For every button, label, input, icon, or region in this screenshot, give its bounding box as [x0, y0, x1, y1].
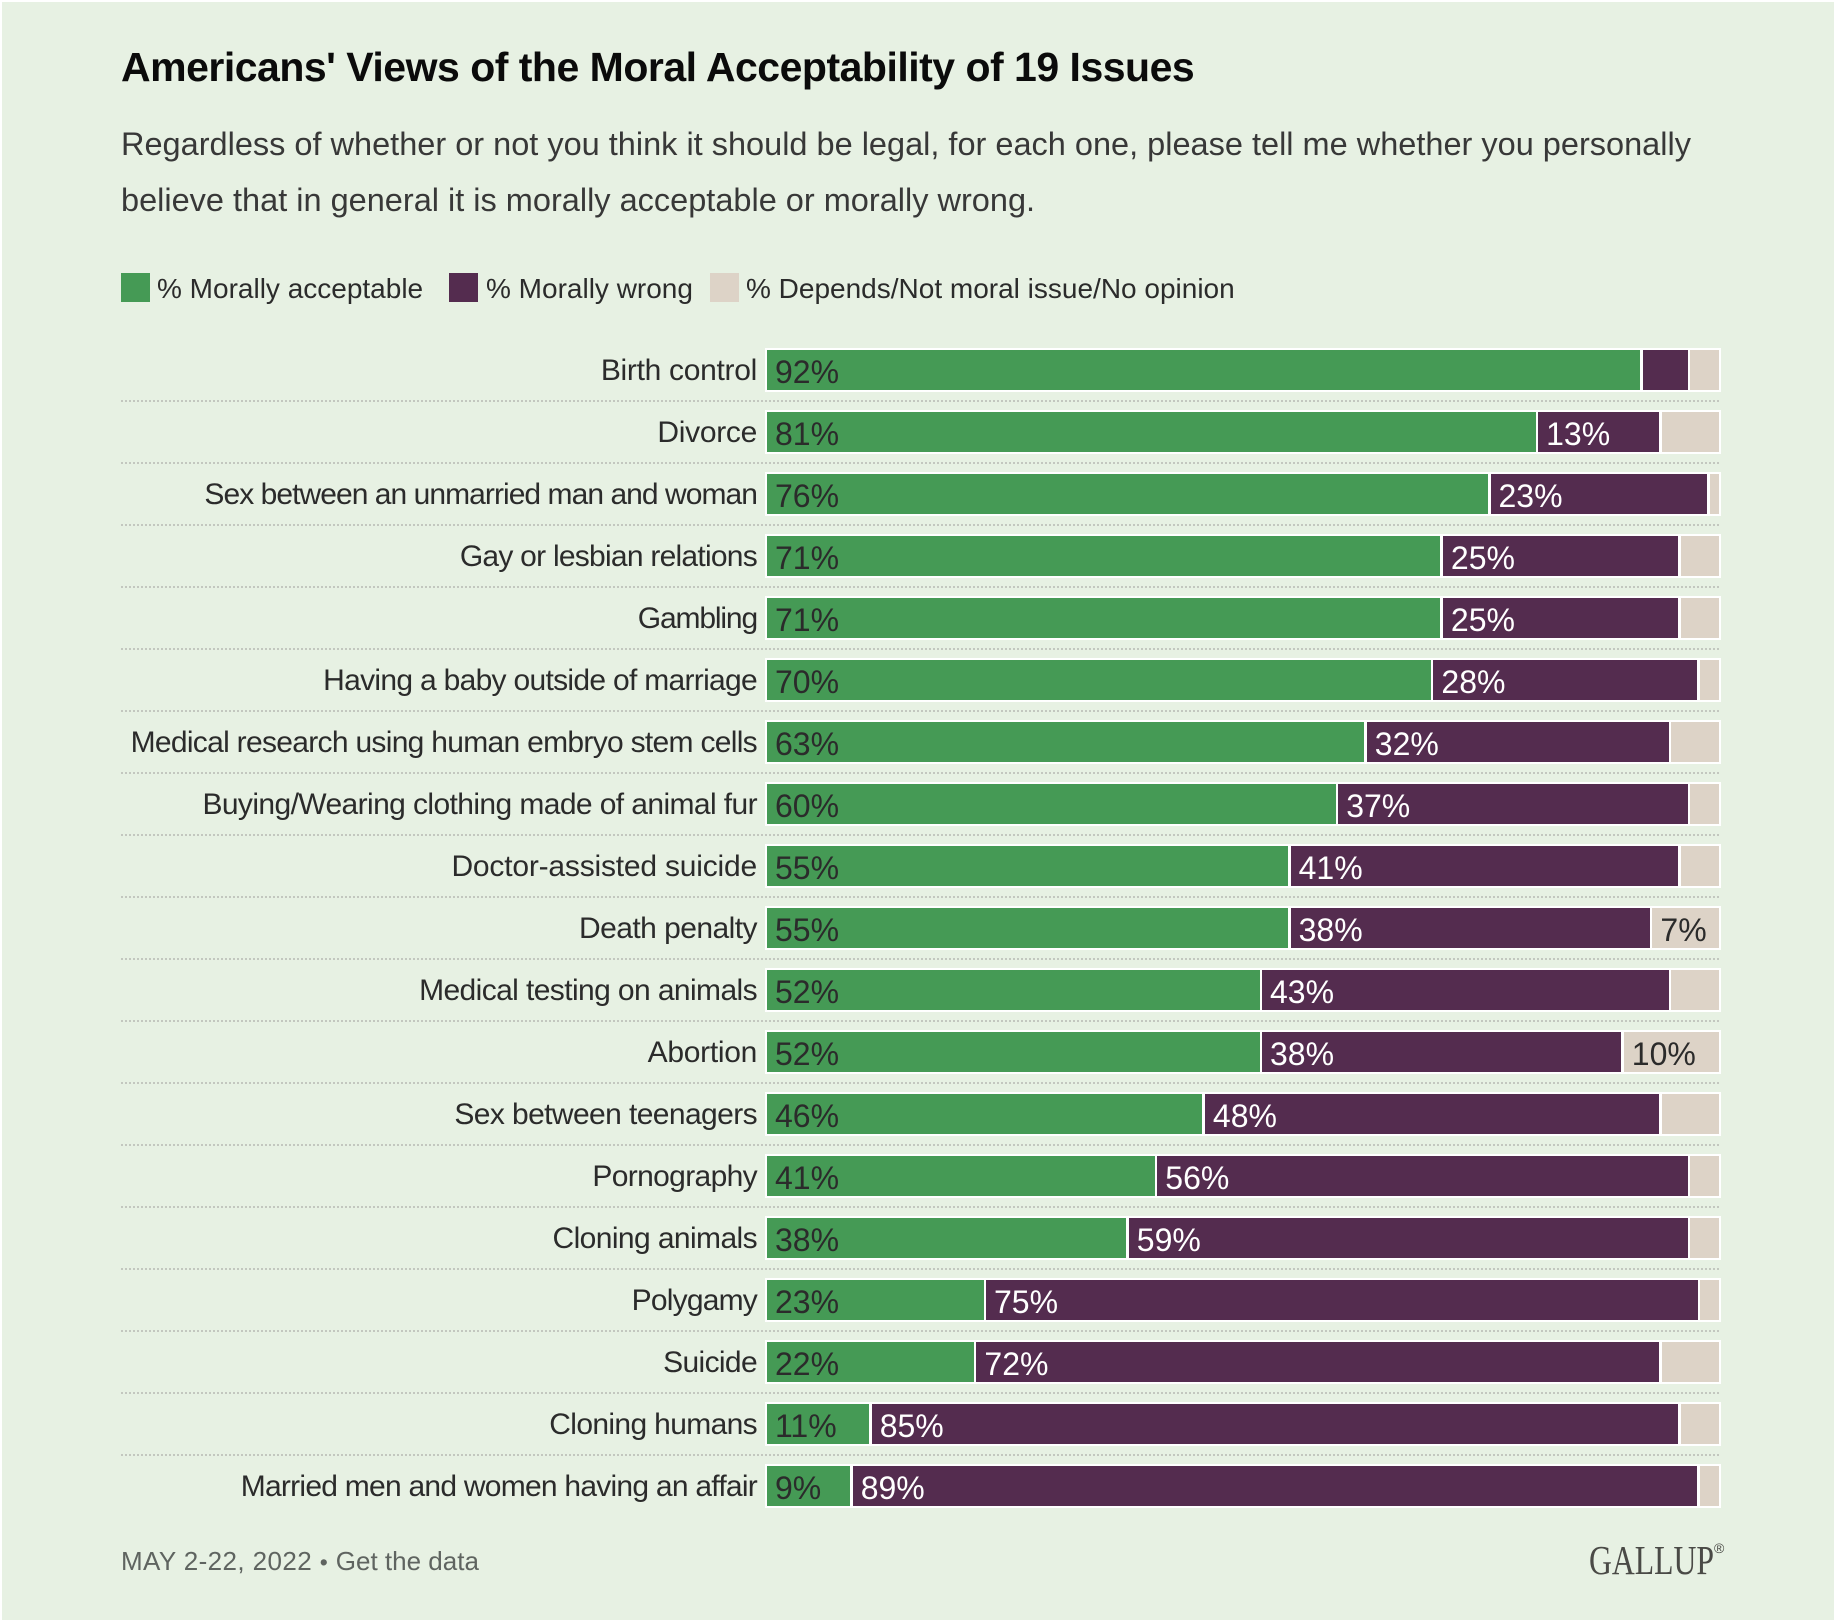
- svg-text:GALLUP: GALLUP: [1589, 1537, 1714, 1583]
